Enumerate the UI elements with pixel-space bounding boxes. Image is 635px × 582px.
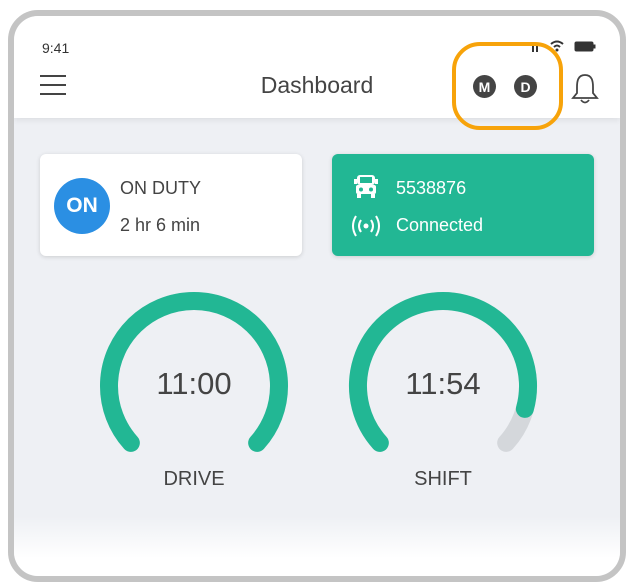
shift-label: SHIFT [414,468,472,490]
gauge-fill [100,292,288,452]
shift-gauge: 11:54 SHIFT [343,286,543,516]
connection-signal-icon [352,215,380,237]
duty-duration: 2 hr 6 min [120,215,201,235]
status-icons [530,40,596,52]
page-title: Dashboard [260,72,374,98]
bottom-fade [14,516,620,576]
mode-badge-m[interactable]: M [473,75,496,98]
gauge-fill [349,292,537,452]
vehicle-card[interactable]: 5538876 Connected [332,154,594,256]
phone-frame: 9:41 Dashboard M D ON ON DUTY 2 hr 6 min… [8,10,626,582]
shift-gauge-ring [349,292,537,452]
drive-label: DRIVE [163,468,225,490]
wifi-icon [550,40,564,52]
drive-gauge-ring [100,292,288,452]
truck-icon [354,175,378,198]
vehicle-id: 5538876 [396,178,467,198]
app-header: 9:41 Dashboard M D [14,16,620,130]
menu-button[interactable] [40,75,66,95]
bell-icon[interactable] [570,72,600,106]
mode-badge-d[interactable]: D [514,75,537,98]
shift-time: 11:54 [405,366,481,401]
duty-status-card[interactable]: ON ON DUTY 2 hr 6 min [40,154,302,256]
status-time: 9:41 [42,40,70,56]
on-duty-badge: ON [54,178,110,234]
drive-time: 11:00 [156,366,232,401]
drive-gauge: 11:00 DRIVE [94,286,294,516]
highlight-outline [452,42,563,130]
battery-icon [574,41,596,52]
connection-status: Connected [396,215,484,235]
duty-status: ON DUTY [120,178,201,198]
